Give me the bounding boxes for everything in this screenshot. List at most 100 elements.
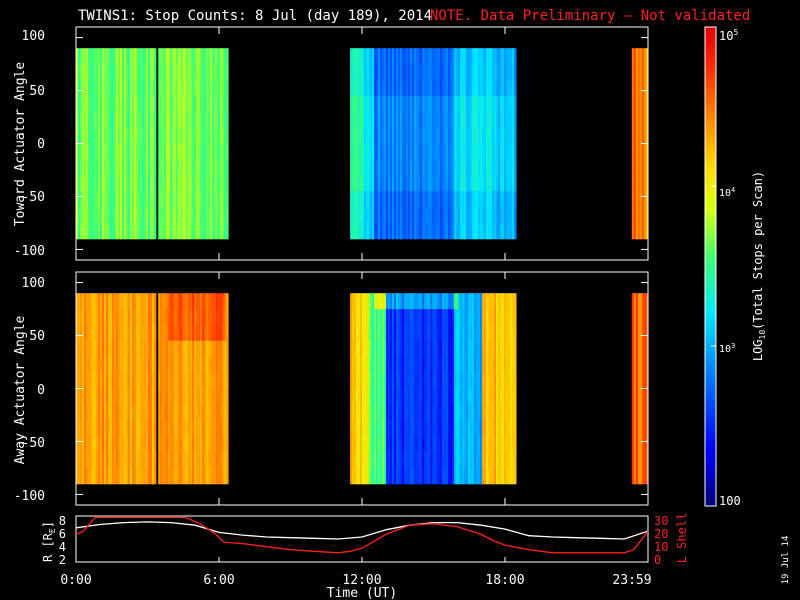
heatmap-cell bbox=[446, 340, 449, 358]
heatmap-cell bbox=[456, 388, 459, 405]
heatmap-cell bbox=[80, 127, 83, 144]
heatmap-cell bbox=[390, 372, 393, 389]
heatmap-cell bbox=[446, 111, 449, 129]
heatmap-cell bbox=[380, 372, 383, 389]
heatmap-cell bbox=[166, 467, 169, 485]
heatmap-cell bbox=[502, 340, 505, 358]
heatmap-cell bbox=[372, 452, 375, 469]
heatmap-cell bbox=[220, 64, 223, 81]
r-ytick-8: 8 bbox=[59, 514, 66, 528]
heatmap-cell bbox=[218, 372, 221, 389]
heatmap-cell bbox=[186, 452, 189, 469]
heatmap-cell bbox=[436, 452, 439, 469]
heatmap-cell bbox=[96, 356, 99, 374]
heatmap-cell bbox=[368, 452, 371, 469]
heatmap-cell bbox=[388, 325, 391, 342]
heatmap-cell bbox=[388, 191, 391, 208]
heatmap-cell bbox=[490, 159, 493, 176]
heatmap-cell bbox=[126, 309, 129, 326]
heatmap-cell bbox=[404, 127, 407, 144]
heatmap-cell bbox=[146, 111, 149, 129]
heatmap-cell bbox=[508, 64, 511, 81]
heatmap-cell bbox=[350, 95, 353, 113]
heatmap-cell bbox=[635, 222, 639, 240]
heatmap-cell bbox=[398, 467, 401, 485]
heatmap-cell bbox=[430, 159, 433, 176]
heatmap-cell bbox=[514, 388, 517, 405]
heatmap-cell bbox=[400, 309, 403, 326]
heatmap-cell bbox=[386, 207, 389, 224]
heatmap-cell bbox=[166, 80, 169, 97]
heatmap-cell bbox=[464, 356, 467, 374]
heatmap-cell bbox=[130, 372, 133, 389]
heatmap-cell bbox=[108, 404, 111, 421]
heatmap-cell bbox=[110, 404, 113, 421]
heatmap-cell bbox=[492, 420, 495, 437]
heatmap-cell bbox=[637, 452, 641, 469]
heatmap-cell bbox=[486, 64, 489, 81]
heatmap-cell bbox=[406, 436, 409, 453]
heatmap-cell bbox=[444, 80, 447, 97]
heatmap-cell bbox=[168, 420, 171, 437]
heatmap-cell bbox=[358, 127, 361, 144]
heatmap-cell bbox=[498, 159, 501, 176]
heatmap-cell bbox=[502, 127, 505, 144]
heatmap-cell bbox=[478, 64, 481, 81]
heatmap-cell bbox=[468, 325, 471, 342]
heatmap-cell bbox=[222, 64, 225, 81]
heatmap-cell bbox=[424, 452, 427, 469]
heatmap-cell bbox=[160, 222, 163, 240]
heatmap-cell bbox=[428, 404, 431, 421]
heatmap-cell bbox=[110, 467, 113, 485]
heatmap-cell bbox=[158, 372, 161, 389]
heatmap-cell bbox=[160, 372, 163, 389]
heatmap-cell bbox=[510, 143, 513, 160]
heatmap-cell bbox=[472, 48, 475, 65]
heatmap-cell bbox=[362, 127, 365, 144]
heatmap-cell bbox=[452, 404, 455, 421]
heatmap-cell bbox=[178, 436, 181, 453]
heatmap-cell bbox=[210, 356, 213, 374]
heatmap-cell bbox=[438, 95, 441, 113]
heatmap-cell bbox=[510, 309, 513, 326]
xtick-2359: 23:59 bbox=[612, 573, 651, 588]
heatmap-cell bbox=[488, 340, 491, 358]
heatmap-cell bbox=[100, 293, 103, 310]
heatmap-cell bbox=[190, 48, 193, 65]
heatmap-cell bbox=[356, 64, 359, 81]
heatmap-cell bbox=[120, 372, 123, 389]
heatmap-cell bbox=[488, 356, 491, 374]
heatmap-cell bbox=[100, 404, 103, 421]
heatmap-cell bbox=[154, 436, 157, 453]
heatmap-cell bbox=[508, 143, 511, 160]
heatmap-cell bbox=[458, 191, 461, 208]
heatmap-cell bbox=[104, 127, 107, 144]
heatmap-cell bbox=[496, 80, 499, 97]
heatmap-cell bbox=[102, 340, 105, 358]
heatmap-cell bbox=[86, 111, 89, 129]
heatmap-cell bbox=[643, 191, 647, 208]
heatmap-cell bbox=[126, 111, 129, 129]
heatmap-cell bbox=[204, 340, 207, 358]
heatmap-cell bbox=[460, 436, 463, 453]
heatmap-cell bbox=[420, 207, 423, 224]
heatmap-cell bbox=[222, 222, 225, 240]
heatmap-cell bbox=[474, 309, 477, 326]
heatmap-cell bbox=[476, 404, 479, 421]
heatmap-cell bbox=[641, 95, 645, 113]
lshell-ylabel: L Shell bbox=[675, 513, 689, 564]
heatmap-cell bbox=[76, 222, 79, 240]
heatmap-cell bbox=[422, 159, 425, 176]
heatmap-cell bbox=[444, 175, 447, 192]
heatmap-cell bbox=[106, 325, 109, 342]
heatmap-cell bbox=[360, 207, 363, 224]
heatmap-cell bbox=[396, 436, 399, 453]
heatmap-cell bbox=[428, 80, 431, 97]
heatmap-cell bbox=[222, 340, 225, 358]
heatmap-cell bbox=[428, 309, 431, 326]
heatmap-cell bbox=[442, 436, 445, 453]
heatmap-cell bbox=[434, 48, 437, 65]
heatmap-cell bbox=[476, 175, 479, 192]
heatmap-cell bbox=[444, 143, 447, 160]
heatmap-cell bbox=[639, 207, 643, 224]
